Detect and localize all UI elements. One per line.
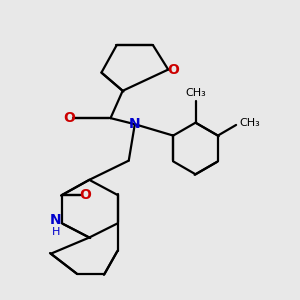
Text: N: N bbox=[50, 213, 62, 227]
Text: H: H bbox=[52, 227, 60, 238]
Text: CH₃: CH₃ bbox=[239, 118, 260, 128]
Text: O: O bbox=[64, 111, 76, 125]
Text: N: N bbox=[129, 117, 141, 131]
Text: O: O bbox=[167, 63, 179, 76]
Text: O: O bbox=[79, 188, 91, 202]
Text: CH₃: CH₃ bbox=[185, 88, 206, 98]
